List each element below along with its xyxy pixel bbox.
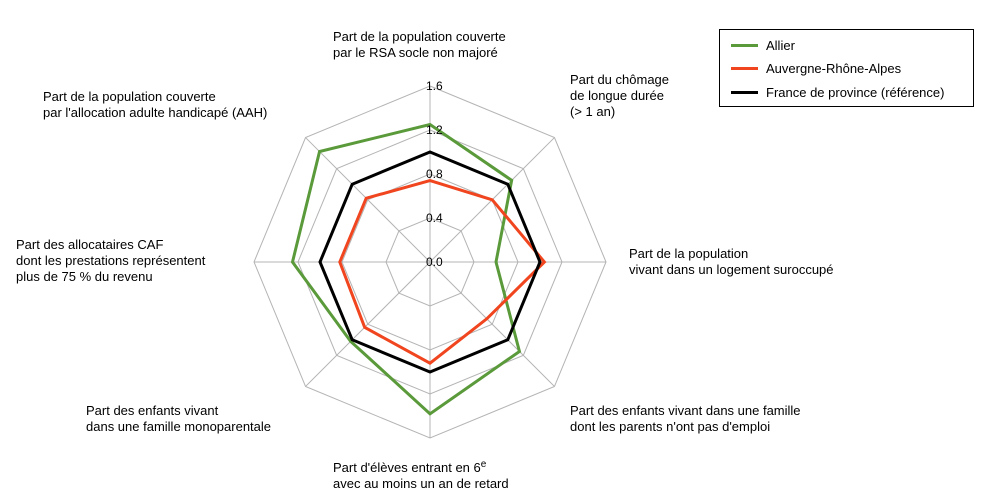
tick-label-4: 1.6 bbox=[426, 79, 443, 93]
radar-series bbox=[290, 122, 547, 416]
legend-item-france-de-province: France de province (référence) bbox=[720, 82, 944, 102]
tick-label-3: 1.2 bbox=[426, 123, 443, 137]
legend-item-auvergne-rhone-alpes: Auvergne-Rhône-Alpes bbox=[720, 58, 901, 78]
grid-spoke-5 bbox=[305, 261, 431, 387]
legend-label-france-de-province: France de province (référence) bbox=[766, 84, 945, 100]
tick-label-2: 0.8 bbox=[426, 167, 443, 181]
axis-label-0: Part de la population couverte par le RSA… bbox=[333, 29, 506, 60]
legend-label-auvergne-rhone-alpes: Auvergne-Rhône-Alpes bbox=[766, 60, 902, 76]
legend-label-allier: Allier bbox=[766, 37, 795, 53]
legend-swatch-allier bbox=[731, 43, 758, 47]
legend-swatch-france-de-province bbox=[731, 90, 758, 94]
axis-labels: Part de la population couverte par le RSA… bbox=[16, 29, 834, 491]
grid-spoke-7 bbox=[305, 137, 431, 263]
tick-label-0: 0.0 bbox=[426, 255, 443, 269]
legend-swatch-auvergne-rhone-alpes bbox=[731, 66, 758, 70]
axis-label-3: Part des enfants vivant dans une famille… bbox=[570, 403, 801, 434]
legend-item-allier: Allier bbox=[720, 35, 795, 55]
axis-label-2: Part de la population vivant dans un loge… bbox=[629, 246, 834, 277]
series-line-0 bbox=[290, 122, 522, 416]
axis-label-5: Part des enfants vivant dans une famille … bbox=[86, 403, 271, 434]
axis-label-4: Part d'élèves entrant en 6e avec au moins… bbox=[333, 459, 509, 492]
tick-label-1: 0.4 bbox=[426, 211, 443, 225]
axis-label-1: Part du chômage de longue durée (> 1 an) bbox=[570, 72, 669, 119]
radar-ticks: 0.0 0.4 0.8 1.2 1.6 bbox=[426, 79, 443, 269]
series-line-2 bbox=[318, 150, 542, 374]
grid-spoke-3 bbox=[429, 261, 555, 387]
axis-label-7: Part de la population couverte par l'allo… bbox=[43, 89, 267, 120]
series-line-1 bbox=[338, 179, 547, 365]
axis-label-6: Part des allocataires CAF dont les presta… bbox=[16, 237, 206, 284]
legend: Allier Auvergne-Rhône-Alpes France de pr… bbox=[719, 29, 974, 107]
